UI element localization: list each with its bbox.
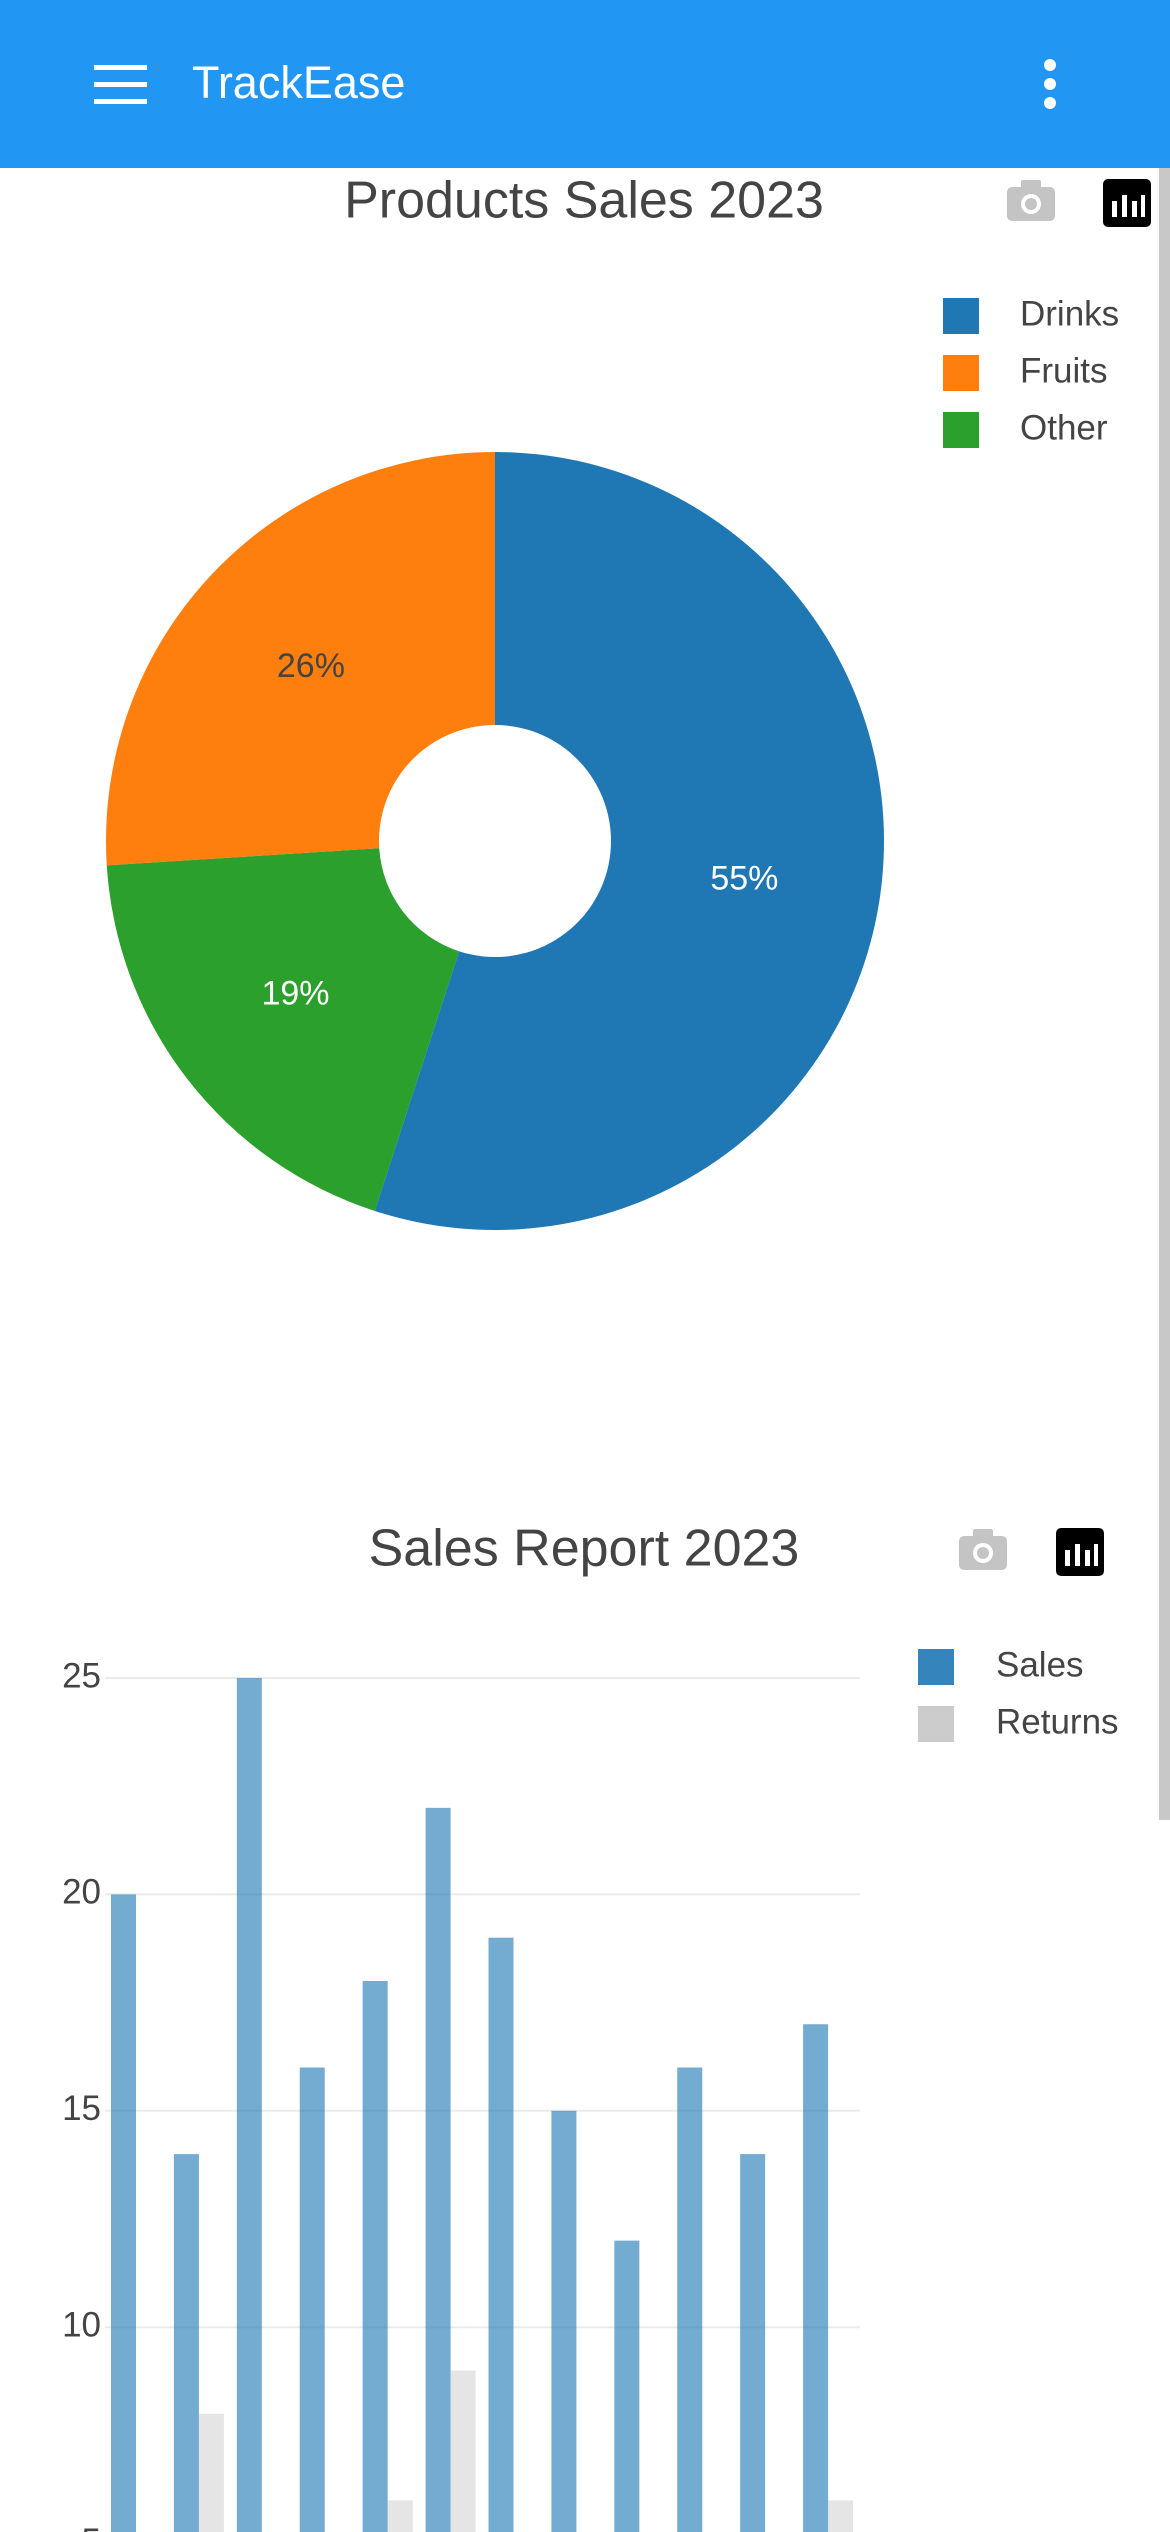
scrollbar <box>1159 168 1170 1820</box>
logo-bar <box>1112 201 1117 217</box>
pie-slice <box>374 452 885 1230</box>
camera-button[interactable] <box>1007 180 1055 221</box>
camera-top <box>1021 180 1041 189</box>
y-tick-label: 25 <box>62 1656 101 1695</box>
menu-button[interactable] <box>94 65 147 104</box>
legend-label: Other <box>1020 408 1108 447</box>
camera-lens <box>1025 198 1037 210</box>
legend-label: Fruits <box>1020 351 1108 390</box>
legend-swatch <box>918 1649 954 1685</box>
menu-line <box>94 65 147 70</box>
bar <box>111 1894 136 2532</box>
bar <box>677 2067 703 2532</box>
menu-dot <box>1044 78 1056 90</box>
menu-line <box>94 99 147 104</box>
bar <box>299 2067 325 2532</box>
chart-title: Sales Report 2023 <box>369 1520 800 1578</box>
app-title: TrackEase <box>192 57 405 108</box>
legend-swatch <box>943 355 979 391</box>
y-tick-label: 10 <box>62 2305 101 2344</box>
logo-bar <box>1094 1544 1098 1566</box>
chart-title: Products Sales 2023 <box>344 172 824 230</box>
plotly-logo[interactable] <box>1056 1528 1104 1576</box>
y-tick-label: 15 <box>62 2089 101 2128</box>
bar <box>803 2024 829 2532</box>
bar <box>551 2110 577 2532</box>
legend-label: Sales <box>996 1645 1084 1684</box>
bar <box>740 2154 766 2532</box>
bar <box>173 2154 199 2532</box>
logo-bar <box>1085 1550 1090 1566</box>
overflow-menu[interactable] <box>1044 59 1056 109</box>
slice-label: 26% <box>277 647 345 685</box>
bar <box>450 2370 476 2532</box>
camera-top <box>973 1529 993 1538</box>
legend-label: Drinks <box>1020 294 1119 333</box>
bar <box>488 1937 514 2532</box>
bar <box>236 1678 262 2532</box>
legend-label: Returns <box>996 1702 1119 1741</box>
logo-bar <box>1075 1544 1080 1566</box>
bar <box>198 2413 224 2532</box>
menu-dot <box>1044 59 1056 71</box>
plotly-logo[interactable] <box>1103 179 1151 227</box>
menu-dot <box>1044 97 1056 109</box>
bar <box>362 1980 388 2532</box>
slice-label: 19% <box>261 975 329 1013</box>
bar <box>828 2500 854 2532</box>
camera-lens <box>977 1547 989 1559</box>
app-bar <box>0 0 1170 168</box>
menu-line <box>94 82 147 87</box>
bar <box>387 2500 413 2532</box>
pie-slice <box>106 848 460 1211</box>
legend-swatch <box>918 1706 954 1742</box>
legend-swatch <box>943 412 979 448</box>
slice-label: 55% <box>710 859 778 897</box>
logo-bar <box>1132 201 1137 217</box>
logo-bar <box>1141 195 1145 217</box>
y-tick-label: 5 <box>82 2522 101 2532</box>
bar <box>614 2240 640 2532</box>
logo-bar <box>1065 1550 1070 1566</box>
logo-bar <box>1122 195 1127 217</box>
bar <box>425 1807 451 2532</box>
camera-button[interactable] <box>959 1529 1007 1570</box>
pie-slice <box>106 452 495 866</box>
y-tick-label: 20 <box>62 1873 101 1912</box>
legend-swatch <box>943 298 979 334</box>
